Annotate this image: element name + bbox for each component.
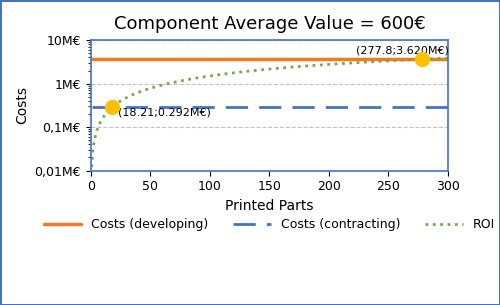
Text: (277.8;3.620M€): (277.8;3.620M€) bbox=[356, 46, 449, 56]
Costs (developing) bbox=[126, 57, 132, 61]
Costs (developing) bbox=[233, 57, 239, 61]
Legend: Costs (developing), Costs (contracting), ROI: Costs (developing), Costs (contracting),… bbox=[38, 214, 500, 236]
Costs (developing) bbox=[445, 57, 451, 61]
Y-axis label: Costs: Costs bbox=[15, 86, 29, 124]
Costs (developing) bbox=[246, 57, 252, 61]
ROI bbox=[88, 173, 94, 176]
ROI bbox=[373, 60, 379, 63]
ROI bbox=[366, 60, 372, 64]
ROI bbox=[246, 69, 252, 73]
Line: ROI: ROI bbox=[92, 58, 448, 174]
X-axis label: Printed Parts: Printed Parts bbox=[225, 199, 314, 213]
Costs (contracting) bbox=[233, 105, 239, 109]
Text: (18.21;0.292M€): (18.21;0.292M€) bbox=[118, 108, 212, 118]
Costs (developing) bbox=[89, 57, 95, 61]
Costs (contracting) bbox=[445, 105, 451, 109]
ROI bbox=[125, 95, 131, 99]
ROI bbox=[445, 56, 451, 60]
Costs (contracting) bbox=[89, 105, 95, 109]
Costs (contracting) bbox=[334, 105, 340, 109]
Costs (developing) bbox=[334, 57, 340, 61]
Costs (contracting) bbox=[246, 105, 252, 109]
Costs (contracting) bbox=[373, 105, 379, 109]
Costs (developing) bbox=[373, 57, 379, 61]
Costs (contracting) bbox=[366, 105, 372, 109]
Title: Component Average Value = 600€: Component Average Value = 600€ bbox=[114, 15, 426, 33]
Costs (contracting) bbox=[126, 105, 132, 109]
ROI bbox=[334, 62, 340, 66]
Costs (developing) bbox=[366, 57, 372, 61]
ROI bbox=[232, 71, 238, 74]
